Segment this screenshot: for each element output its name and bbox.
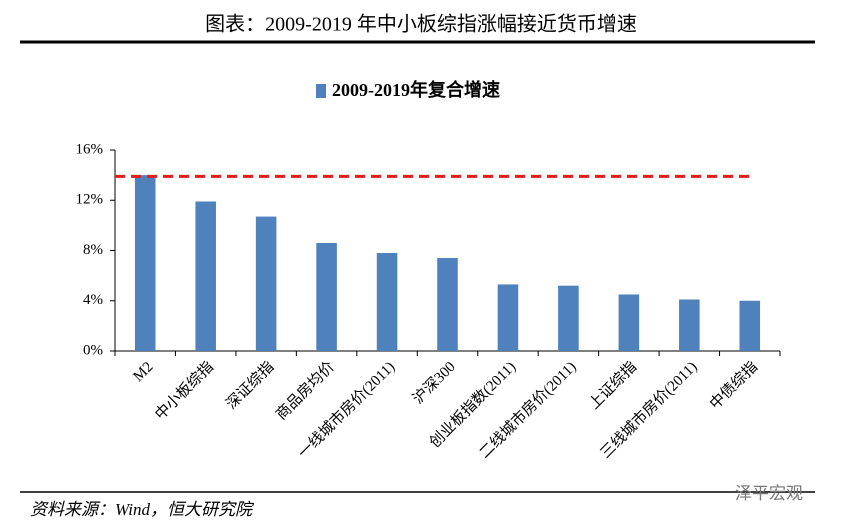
x-tick-label: 沪深300 bbox=[410, 358, 459, 407]
bar bbox=[679, 299, 700, 351]
x-tick-label: 中债综指 bbox=[707, 358, 761, 412]
bar bbox=[134, 175, 156, 351]
bar bbox=[739, 300, 761, 351]
bar bbox=[195, 201, 216, 351]
legend-label: 2009-2019年复合增速 bbox=[332, 79, 500, 100]
bar bbox=[255, 216, 277, 351]
x-tick-label: 一线城市房价(2011) bbox=[295, 358, 399, 462]
source-note: 资料来源：Wind，恒大研究院 bbox=[30, 500, 255, 519]
y-tick-label: 8% bbox=[83, 242, 103, 258]
bar bbox=[497, 284, 519, 351]
watermark: 泽平宏观 bbox=[735, 484, 803, 503]
x-tick-label: 二线城市房价(2011) bbox=[476, 358, 580, 462]
x-tick-label: 三线城市房价(2011) bbox=[597, 358, 701, 462]
bar bbox=[376, 253, 398, 351]
bar bbox=[437, 258, 458, 351]
x-tick-label: 上证综指 bbox=[586, 358, 640, 412]
x-tick-label: 商品房均价 bbox=[273, 358, 338, 423]
x-tick-label: M2 bbox=[130, 359, 156, 385]
x-tick-label: 深证综指 bbox=[223, 358, 277, 412]
x-tick-label: 中小板综指 bbox=[151, 358, 217, 424]
y-tick-label: 4% bbox=[83, 292, 103, 308]
bar bbox=[558, 285, 579, 351]
bar bbox=[618, 294, 640, 351]
y-tick-label: 16% bbox=[76, 141, 104, 157]
page-title: 图表：2009-2019 年中小板综指涨幅接近货币增速 bbox=[205, 13, 637, 36]
y-tick-label: 12% bbox=[76, 192, 104, 208]
y-tick-label: 0% bbox=[83, 342, 103, 358]
bar bbox=[316, 242, 337, 351]
legend-swatch bbox=[316, 84, 326, 98]
